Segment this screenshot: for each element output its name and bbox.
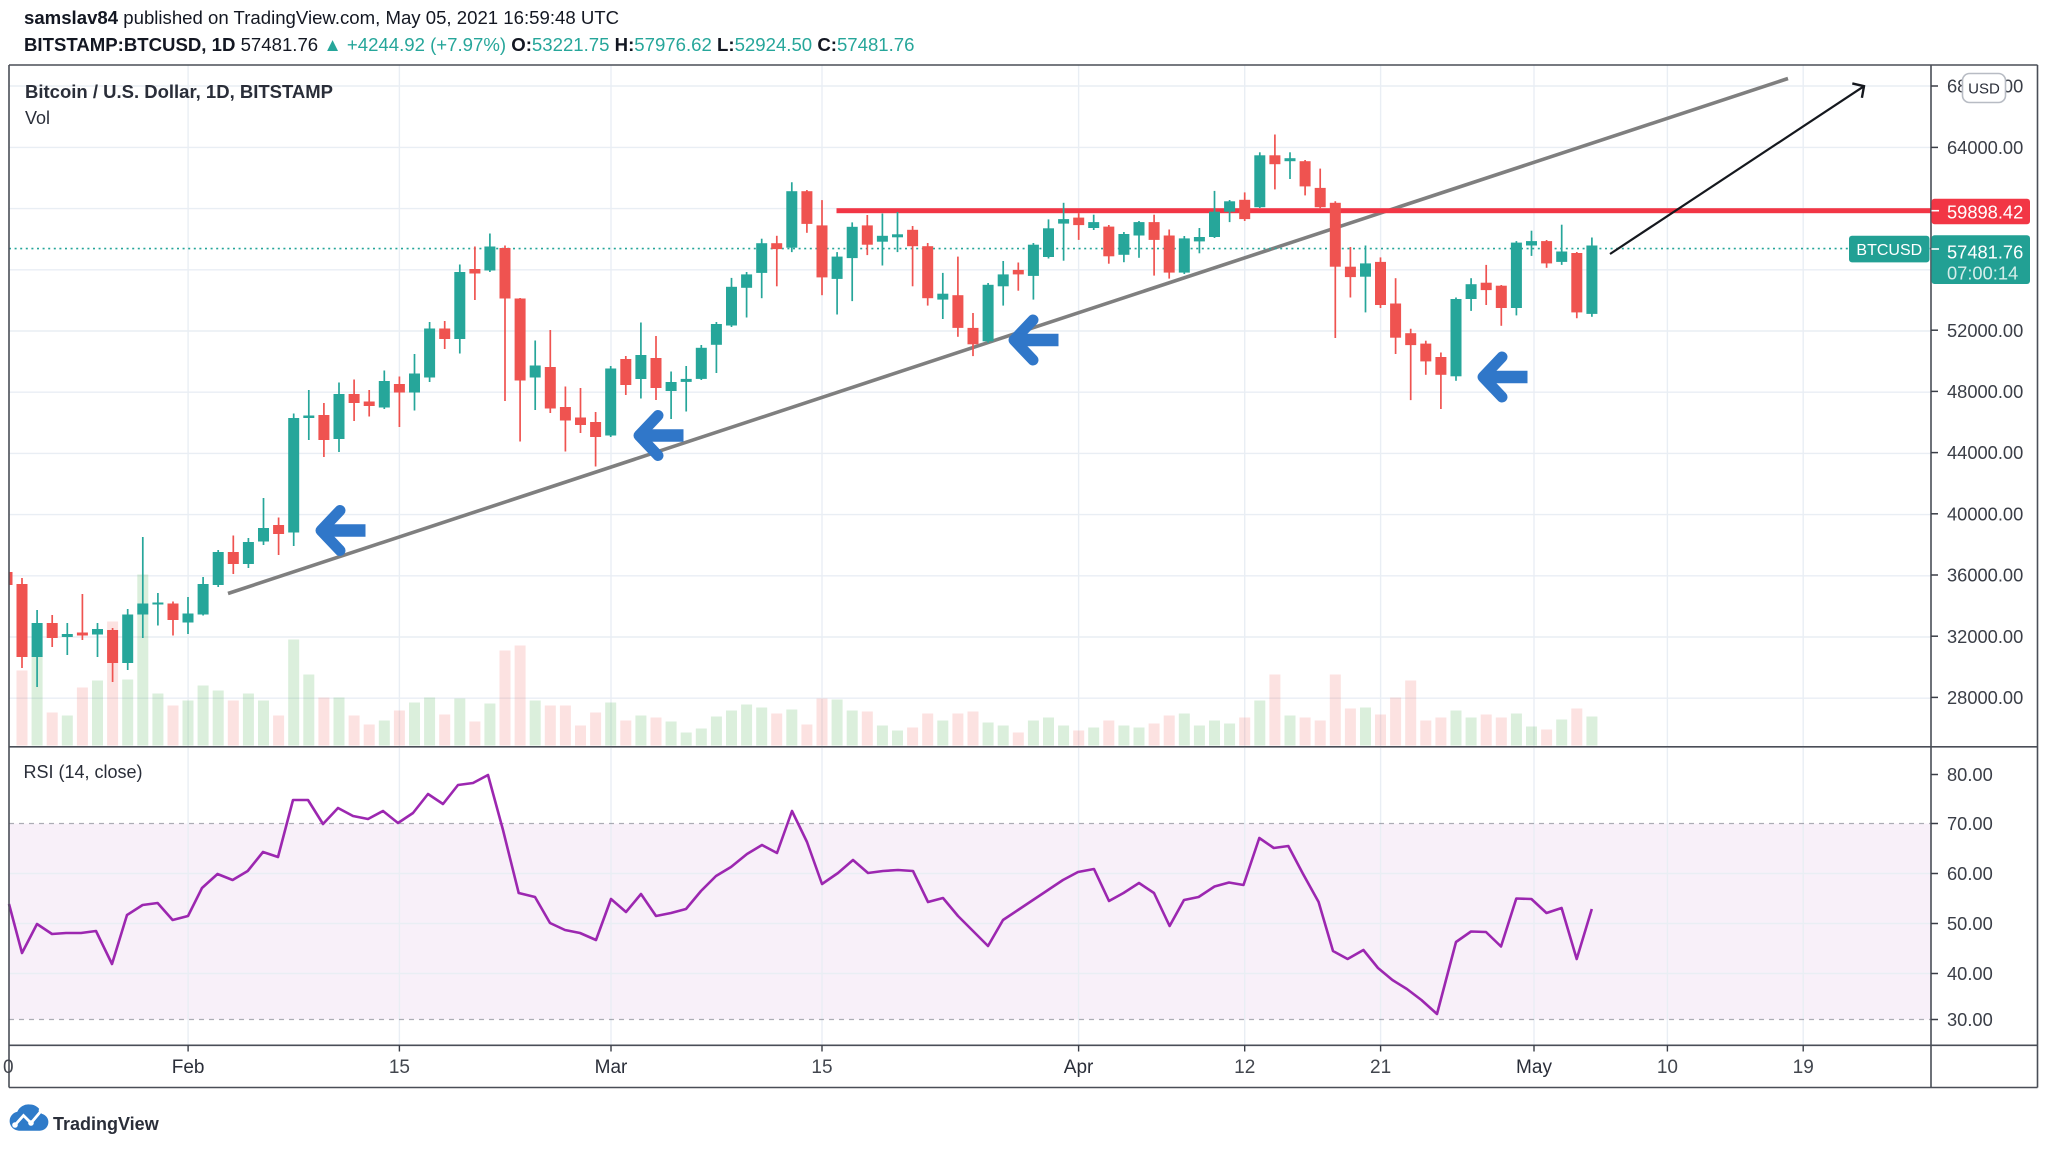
svg-text:12: 12 bbox=[1234, 1057, 1255, 1078]
svg-text:0: 0 bbox=[3, 1057, 14, 1078]
svg-text:samslav84 published on Trading: samslav84 published on TradingView.com, … bbox=[24, 7, 619, 28]
svg-text:40.00: 40.00 bbox=[1947, 963, 1993, 984]
svg-text:57481.76: 57481.76 bbox=[1947, 242, 2023, 263]
svg-text:30.00: 30.00 bbox=[1947, 1009, 1993, 1030]
svg-text:USD: USD bbox=[1968, 81, 2000, 98]
svg-text:Bitcoin / U.S. Dollar, 1D, BIT: Bitcoin / U.S. Dollar, 1D, BITSTAMP bbox=[25, 81, 333, 102]
svg-text:60.00: 60.00 bbox=[1947, 863, 1993, 884]
svg-text:RSI (14, close): RSI (14, close) bbox=[24, 762, 143, 782]
svg-text:28000.00: 28000.00 bbox=[1947, 687, 2023, 708]
svg-text:59898.42: 59898.42 bbox=[1947, 201, 2023, 222]
svg-text:Feb: Feb bbox=[172, 1057, 205, 1078]
svg-text:Apr: Apr bbox=[1064, 1057, 1094, 1078]
svg-text:Vol: Vol bbox=[25, 108, 50, 128]
svg-text:BITSTAMP:BTCUSD, 1D 57481.76 ▲: BITSTAMP:BTCUSD, 1D 57481.76 ▲ +4244.92 … bbox=[24, 34, 915, 55]
svg-text:80.00: 80.00 bbox=[1947, 764, 1993, 785]
svg-text:32000.00: 32000.00 bbox=[1947, 626, 2023, 647]
svg-text:TradingView: TradingView bbox=[53, 1114, 160, 1134]
svg-text:44000.00: 44000.00 bbox=[1947, 442, 2023, 463]
svg-text:15: 15 bbox=[811, 1057, 832, 1078]
svg-text:10: 10 bbox=[1657, 1057, 1678, 1078]
svg-text:64000.00: 64000.00 bbox=[1947, 137, 2023, 158]
svg-text:50.00: 50.00 bbox=[1947, 913, 1993, 934]
svg-text:48000.00: 48000.00 bbox=[1947, 381, 2023, 402]
svg-text:19: 19 bbox=[1793, 1057, 1814, 1078]
svg-text:07:00:14: 07:00:14 bbox=[1947, 263, 2018, 284]
svg-text:BTCUSD: BTCUSD bbox=[1856, 242, 1922, 259]
svg-text:40000.00: 40000.00 bbox=[1947, 503, 2023, 524]
svg-text:52000.00: 52000.00 bbox=[1947, 320, 2023, 341]
svg-text:Mar: Mar bbox=[595, 1057, 628, 1078]
svg-text:21: 21 bbox=[1370, 1057, 1391, 1078]
svg-text:15: 15 bbox=[389, 1057, 410, 1078]
svg-text:36000.00: 36000.00 bbox=[1947, 565, 2023, 586]
svg-text:70.00: 70.00 bbox=[1947, 813, 1993, 834]
svg-text:May: May bbox=[1516, 1057, 1552, 1078]
